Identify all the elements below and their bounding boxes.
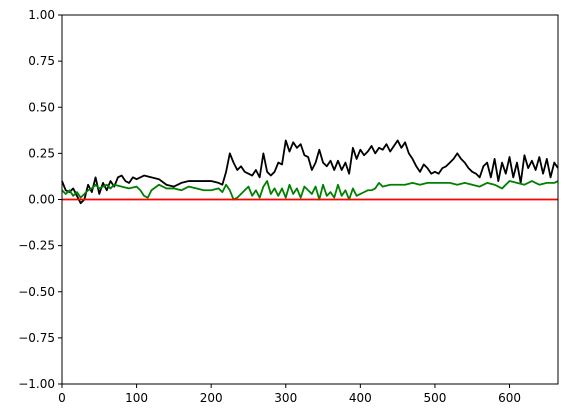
y-tick-label: 1.00 — [28, 8, 55, 22]
x-tick-label: 400 — [349, 391, 372, 405]
series-line-1 — [61, 180, 559, 201]
plot-frame — [61, 14, 559, 385]
y-tick-label: 0.50 — [28, 100, 55, 114]
y-tick-label: 0.75 — [28, 54, 55, 68]
y-tick-label: −0.25 — [18, 239, 55, 253]
y-tick-label: 0.00 — [28, 193, 55, 207]
axes-layer: 0 100 200 300 400 500 600 −1.00 −0.75 −0.50 −0.25 0… — [18, 8, 521, 405]
y-tick-label: 0.25 — [28, 146, 55, 160]
y-tick-label: −1.00 — [18, 377, 55, 391]
x-tick-label: 300 — [274, 391, 297, 405]
x-tick-label: 200 — [200, 391, 223, 405]
x-tick-label: 500 — [423, 391, 446, 405]
x-tick-label: 600 — [498, 391, 521, 405]
series-line-0 — [61, 139, 559, 205]
y-tick-label: −0.75 — [18, 331, 55, 345]
x-tick-label: 100 — [125, 391, 148, 405]
series-layer — [61, 139, 559, 205]
x-tick-label: 0 — [58, 391, 66, 405]
y-tick-label: −0.50 — [18, 285, 55, 299]
